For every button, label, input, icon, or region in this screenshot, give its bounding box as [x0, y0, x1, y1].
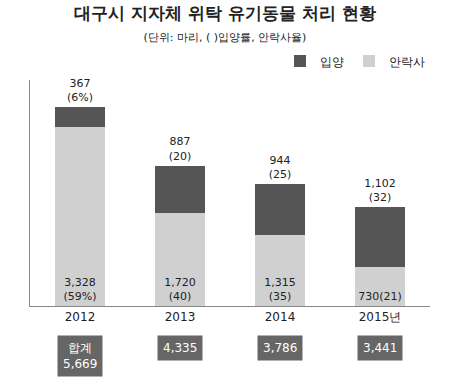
svg-text:대구시 지자체 위탁 유기동물 처리 현황(단위: 마리,: 대구시 지자체 위탁 유기동물 처리 현황(단위: 마리, ( )입양률, 안락…	[74, 3, 376, 44]
svg-text:1,102(32): 1,102(32)	[364, 177, 396, 204]
svg-text:3,328(59%): 3,328(59%)	[63, 276, 96, 303]
svg-text:안락사: 안락사	[389, 55, 425, 69]
svg-text:2014: 2014	[265, 310, 296, 324]
svg-text:3,441: 3,441	[363, 341, 397, 355]
svg-text:944(25): 944(25)	[269, 154, 292, 181]
svg-text:2013: 2013	[165, 310, 196, 324]
svg-text:730(21): 730(21)	[358, 290, 402, 303]
svg-text:2015년: 2015년	[359, 310, 402, 324]
svg-text:4,335: 4,335	[163, 341, 197, 355]
svg-text:1,315(35): 1,315(35)	[264, 276, 296, 303]
svg-text:367(6%): 367(6%)	[67, 77, 93, 104]
svg-text:입양: 입양	[320, 55, 344, 69]
svg-text:3,786: 3,786	[263, 341, 297, 355]
svg-text:합계5,669: 합계5,669	[63, 341, 97, 371]
svg-text:1,720(40): 1,720(40)	[164, 276, 196, 303]
svg-text:2012: 2012	[65, 310, 96, 324]
svg-text:887(20): 887(20)	[169, 135, 192, 162]
